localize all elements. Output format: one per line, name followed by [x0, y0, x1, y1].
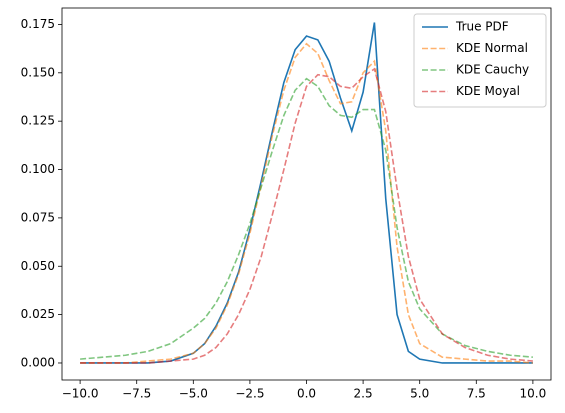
x-tick-label: 7.5	[467, 387, 486, 401]
x-tick-label: −5.0	[179, 387, 208, 401]
x-tick-label: 0.0	[297, 387, 316, 401]
series-line	[80, 42, 533, 364]
x-tick-label: −2.5	[235, 387, 264, 401]
y-tick-label: 0.125	[21, 114, 55, 128]
x-tick-label: 10.0	[520, 387, 547, 401]
y-tick-label: 0.100	[21, 162, 55, 176]
legend-label: KDE Cauchy	[456, 63, 529, 77]
x-tick-label: −10.0	[62, 387, 99, 401]
y-tick-label: 0.175	[21, 17, 55, 31]
legend-label: KDE Moyal	[456, 84, 520, 98]
y-tick-label: 0.075	[21, 210, 55, 224]
y-tick-label: 0.025	[21, 307, 55, 321]
series-line	[80, 77, 533, 360]
x-tick-label: 5.0	[410, 387, 429, 401]
x-tick-label: 2.5	[354, 387, 373, 401]
y-tick-label: 0.000	[21, 355, 55, 369]
legend-label: True PDF	[455, 20, 509, 34]
legend-box	[413, 13, 547, 108]
series-line	[80, 67, 533, 364]
y-tick-label: 0.050	[21, 259, 55, 273]
y-tick-label: 0.150	[21, 65, 55, 79]
x-tick-label: −7.5	[122, 387, 151, 401]
legend-label: KDE Normal	[456, 41, 528, 55]
